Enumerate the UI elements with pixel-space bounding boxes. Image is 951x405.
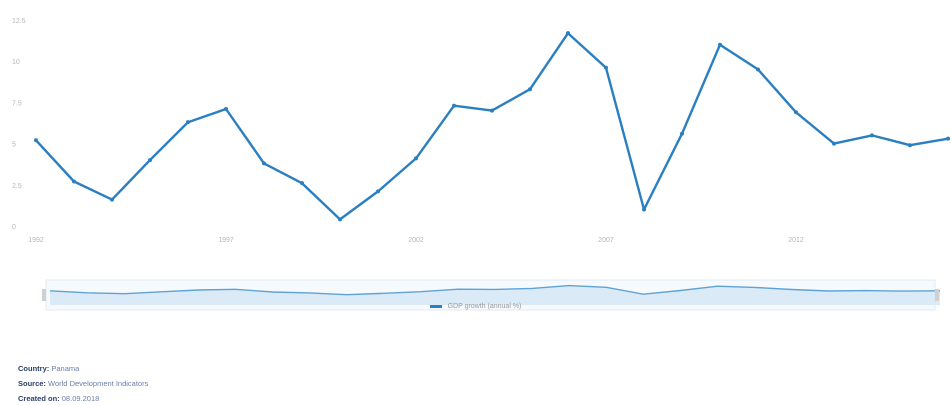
source-value: World Development Indicators [48,379,149,388]
created-label: Created on: [18,394,60,403]
footer-country: Country: Panama [18,364,79,373]
x-tick-label: 2002 [408,237,424,244]
data-point[interactable] [946,136,950,141]
x-tick-label: 2007 [598,237,614,244]
series-line-gdp-growth [35,32,949,221]
country-label: Country: [18,364,50,373]
data-point[interactable] [566,31,570,36]
navigator-handle-right[interactable] [935,289,939,301]
data-point[interactable] [870,133,874,138]
data-point[interactable] [756,67,760,72]
created-value: 08.09.2018 [61,394,100,403]
y-tick-label: 0 [12,224,16,231]
navigator-line [49,284,941,296]
data-point[interactable] [414,156,418,161]
x-tick-label: 2012 [788,237,804,244]
data-point[interactable] [832,141,836,146]
source-label: Source: [18,379,46,388]
y-tick-label: 2.5 [12,183,22,190]
navigator-handle-left[interactable] [42,289,46,301]
x-axis-tick-labels: 199219972002200720122017 [28,237,804,244]
data-point[interactable] [34,138,38,143]
data-point[interactable] [110,197,114,202]
x-tick-label: 1997 [218,237,234,244]
legend-swatch [429,304,442,308]
data-point[interactable] [490,108,494,113]
data-point[interactable] [72,179,76,184]
data-point[interactable] [794,110,798,115]
x-tick-label: 1992 [28,237,44,244]
data-point[interactable] [604,65,608,70]
footer-created: Created on: 08.09.2018 [18,394,99,403]
series-points [34,31,950,222]
data-point[interactable] [224,106,228,111]
data-point[interactable] [186,120,190,125]
data-point[interactable] [908,143,912,148]
data-point[interactable] [680,131,684,136]
footer-source: Source: World Development Indicators [18,379,148,388]
y-tick-label: 12.5 [12,18,26,25]
range-navigator[interactable] [0,275,951,315]
data-point[interactable] [300,181,304,186]
data-point[interactable] [718,42,722,47]
data-point[interactable] [452,103,456,108]
data-point[interactable] [338,217,342,222]
data-point[interactable] [376,189,380,194]
legend-label: GDP growth (annual %) [447,303,522,310]
y-axis-tick-labels: 0 2.5 5 7.5 10 12.5 [12,18,26,231]
data-point[interactable] [642,207,646,212]
country-value: Panama [51,364,80,373]
chart-legend[interactable]: GDP growth (annual %) [0,303,951,310]
data-point[interactable] [262,161,266,166]
data-point[interactable] [148,158,152,163]
y-tick-label: 10 [12,59,20,66]
navigator-area [50,285,940,305]
y-tick-label: 7.5 [12,100,22,107]
y-tick-label: 5 [12,142,16,149]
data-point[interactable] [528,87,532,92]
